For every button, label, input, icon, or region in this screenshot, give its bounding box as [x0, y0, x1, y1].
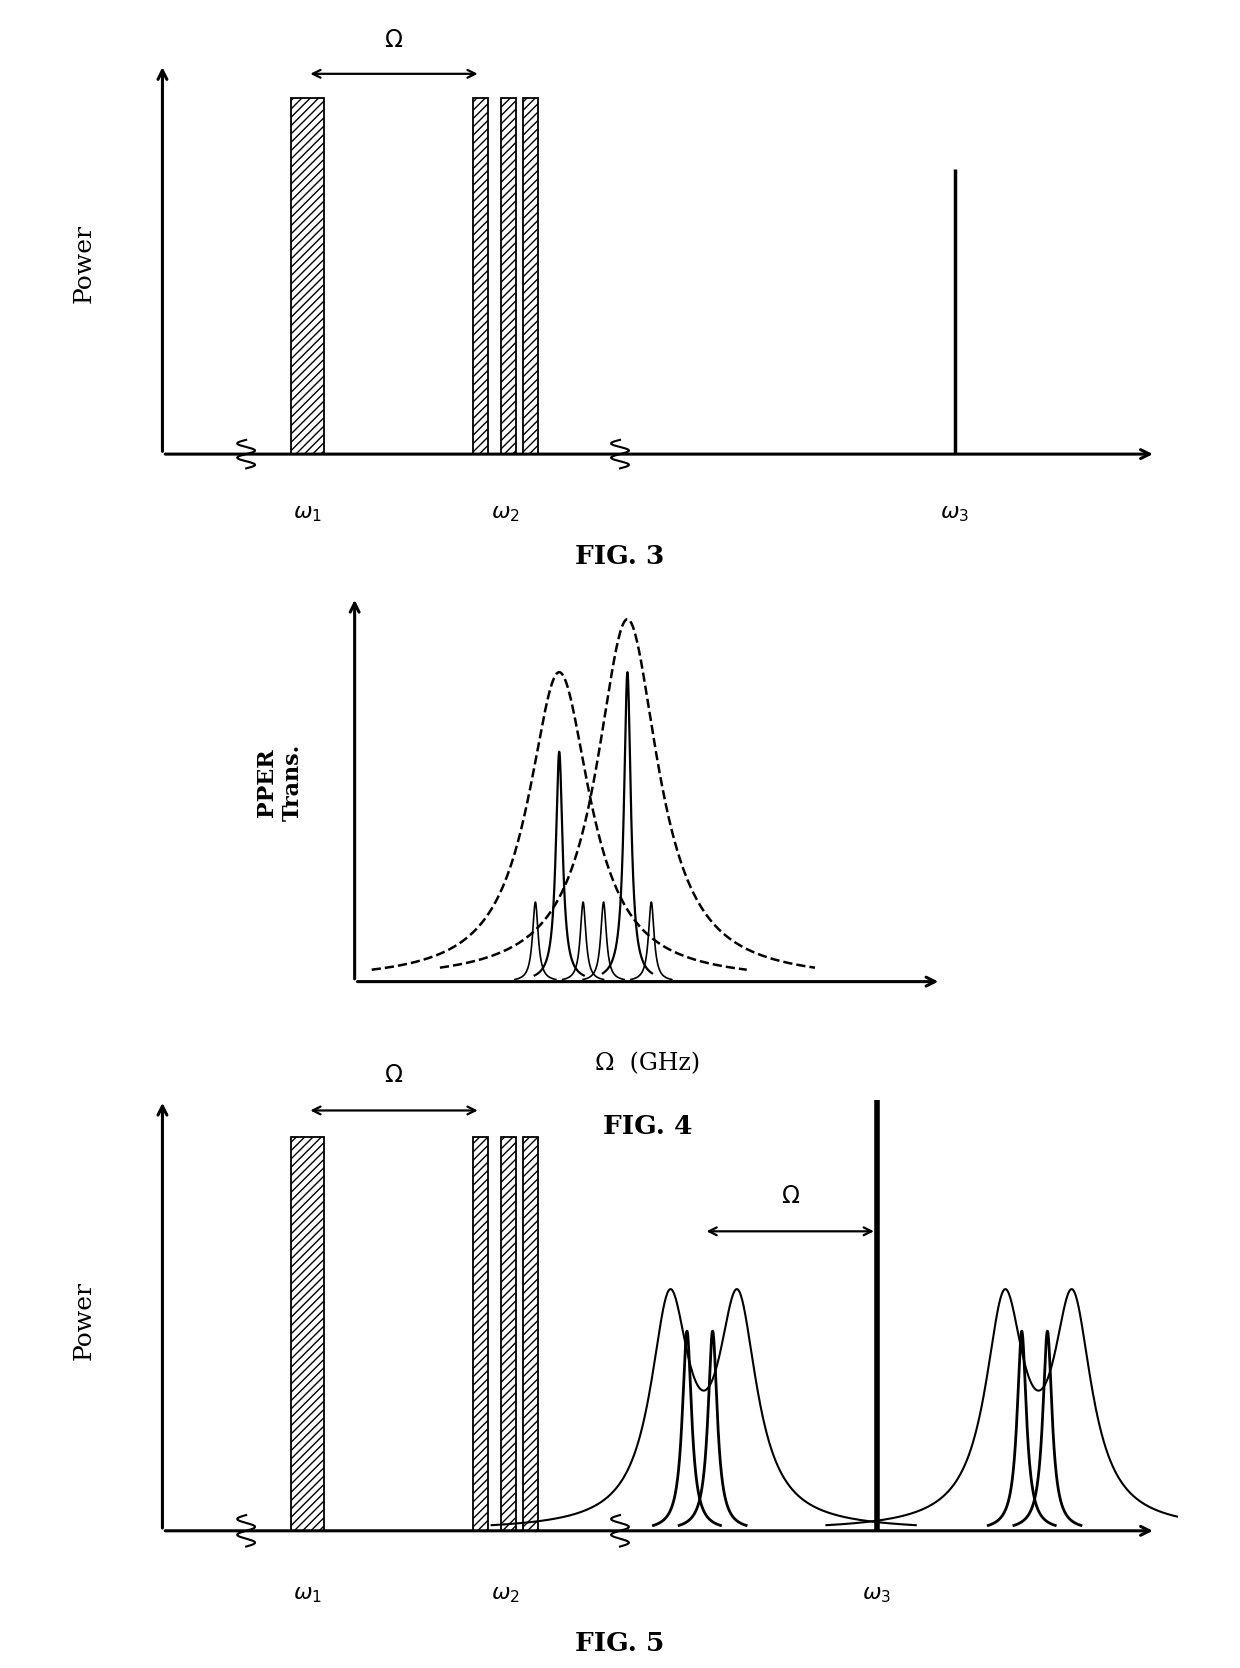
Bar	[474, 97, 487, 454]
Text: Power: Power	[73, 225, 95, 304]
Text: $\omega_1$: $\omega_1$	[293, 1583, 322, 1605]
Bar	[290, 1138, 325, 1531]
Text: $\Omega$: $\Omega$	[384, 30, 403, 52]
Text: $\omega_3$: $\omega_3$	[940, 502, 970, 524]
Text: $\omega_1$: $\omega_1$	[293, 502, 322, 524]
Text: Power: Power	[73, 1281, 95, 1359]
Text: $\Omega$: $\Omega$	[384, 1064, 403, 1088]
Bar	[523, 1138, 538, 1531]
Text: $\Omega$: $\Omega$	[781, 1184, 800, 1208]
Text: $\omega_2$: $\omega_2$	[491, 502, 520, 524]
Text: FIG. 3: FIG. 3	[575, 544, 665, 569]
Bar	[501, 1138, 516, 1531]
Bar	[501, 97, 516, 454]
Text: FIG. 5: FIG. 5	[575, 1631, 665, 1656]
Text: Ω  (GHz): Ω (GHz)	[595, 1053, 701, 1076]
Text: FIG. 4: FIG. 4	[603, 1114, 693, 1139]
Bar	[523, 97, 538, 454]
Text: $\omega_3$: $\omega_3$	[862, 1583, 892, 1605]
Text: $\omega_2$: $\omega_2$	[491, 1583, 520, 1605]
Bar	[290, 97, 325, 454]
Bar	[474, 1138, 487, 1531]
Text: PPER
Trans.: PPER Trans.	[255, 744, 304, 821]
